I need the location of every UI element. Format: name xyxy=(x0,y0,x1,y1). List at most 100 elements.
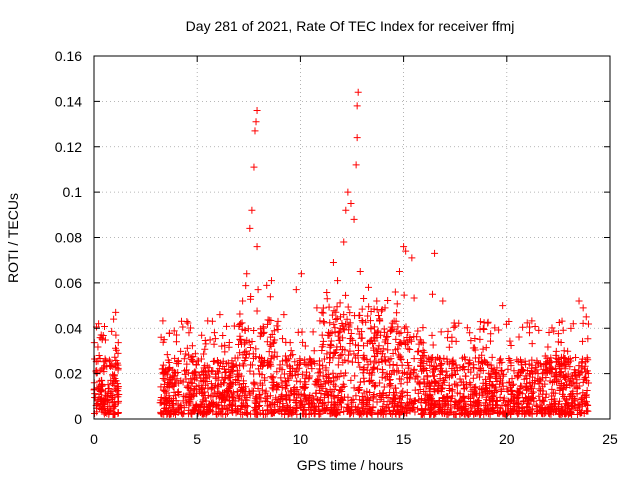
data-point xyxy=(241,326,249,334)
data-point xyxy=(489,404,497,412)
data-point xyxy=(507,342,515,350)
data-point xyxy=(112,308,120,316)
data-point xyxy=(325,328,333,336)
data-point xyxy=(582,374,590,382)
data-point xyxy=(507,410,515,418)
data-point xyxy=(374,328,382,336)
data-point xyxy=(279,403,287,411)
data-point xyxy=(354,325,362,333)
data-point xyxy=(253,106,261,114)
data-point xyxy=(302,396,310,404)
data-point xyxy=(426,380,434,388)
data-point xyxy=(572,404,580,412)
data-point xyxy=(161,387,169,395)
data-point xyxy=(334,409,342,417)
data-point xyxy=(320,355,328,363)
tick-labels: 0 0.02 0.04 0.06 0.08 0.1 0.12 0.14 0.16 0 5 10 15 20… xyxy=(55,48,618,447)
data-point xyxy=(329,354,337,362)
data-point xyxy=(404,364,412,372)
data-point xyxy=(548,403,556,411)
data-point xyxy=(369,363,377,371)
data-point xyxy=(160,336,168,344)
data-point xyxy=(267,342,275,350)
data-point xyxy=(389,361,397,369)
data-point xyxy=(515,394,523,402)
data-point xyxy=(310,402,318,410)
data-point xyxy=(397,399,405,407)
data-point xyxy=(356,363,364,371)
data-point xyxy=(331,394,339,402)
data-point xyxy=(328,398,336,406)
data-point xyxy=(327,341,335,349)
data-point xyxy=(381,328,389,336)
data-point xyxy=(112,331,120,339)
data-point xyxy=(526,329,534,337)
data-point xyxy=(428,290,436,298)
data-point xyxy=(570,369,578,377)
data-point xyxy=(352,161,360,169)
data-point xyxy=(185,389,193,397)
data-point xyxy=(445,343,453,351)
data-point xyxy=(182,375,190,383)
data-point xyxy=(314,395,322,403)
data-point xyxy=(273,368,281,376)
data-point xyxy=(110,315,118,323)
data-point xyxy=(406,346,414,354)
data-point xyxy=(283,402,291,410)
data-point xyxy=(350,215,358,223)
data-point xyxy=(203,362,211,370)
data-point xyxy=(428,331,436,339)
data-point xyxy=(355,384,363,392)
data-point xyxy=(439,376,447,384)
data-point xyxy=(336,313,344,321)
data-point xyxy=(569,378,577,386)
data-point xyxy=(567,408,575,416)
data-point xyxy=(452,410,460,418)
data-point xyxy=(301,393,309,401)
data-point xyxy=(447,404,455,412)
data-point xyxy=(180,355,188,363)
data-point xyxy=(378,373,386,381)
data-point xyxy=(244,402,252,410)
data-point xyxy=(103,392,111,400)
data-point xyxy=(380,383,388,391)
data-point xyxy=(177,377,185,385)
data-point xyxy=(310,347,318,355)
data-point xyxy=(111,402,119,410)
data-point xyxy=(558,379,566,387)
data-point xyxy=(330,377,338,385)
data-point xyxy=(471,403,479,411)
data-point xyxy=(237,340,245,348)
data-point xyxy=(112,385,120,393)
data-point xyxy=(367,317,375,325)
data-point xyxy=(243,270,251,278)
data-point xyxy=(351,372,359,380)
data-point xyxy=(363,356,371,364)
data-point xyxy=(297,397,305,405)
data-point xyxy=(498,366,506,374)
data-point xyxy=(393,328,401,336)
data-point xyxy=(331,348,339,356)
data-point xyxy=(329,258,337,266)
data-point xyxy=(330,386,338,394)
data-point xyxy=(317,410,325,418)
data-point xyxy=(243,409,251,417)
data-point xyxy=(230,322,238,330)
data-point xyxy=(367,325,375,333)
data-point xyxy=(218,373,226,381)
data-point xyxy=(307,356,315,364)
data-point xyxy=(165,378,173,386)
data-point xyxy=(404,328,412,336)
data-point xyxy=(513,372,521,380)
data-point xyxy=(346,406,354,414)
data-point xyxy=(339,396,347,404)
data-point xyxy=(183,393,191,401)
data-point xyxy=(294,328,302,336)
data-point xyxy=(278,384,286,392)
data-point xyxy=(282,382,290,390)
data-point xyxy=(208,317,216,325)
data-point xyxy=(440,354,448,362)
data-point xyxy=(560,393,568,401)
y-axis-title: ROTI / TECUs xyxy=(5,193,21,283)
data-point xyxy=(476,335,484,343)
